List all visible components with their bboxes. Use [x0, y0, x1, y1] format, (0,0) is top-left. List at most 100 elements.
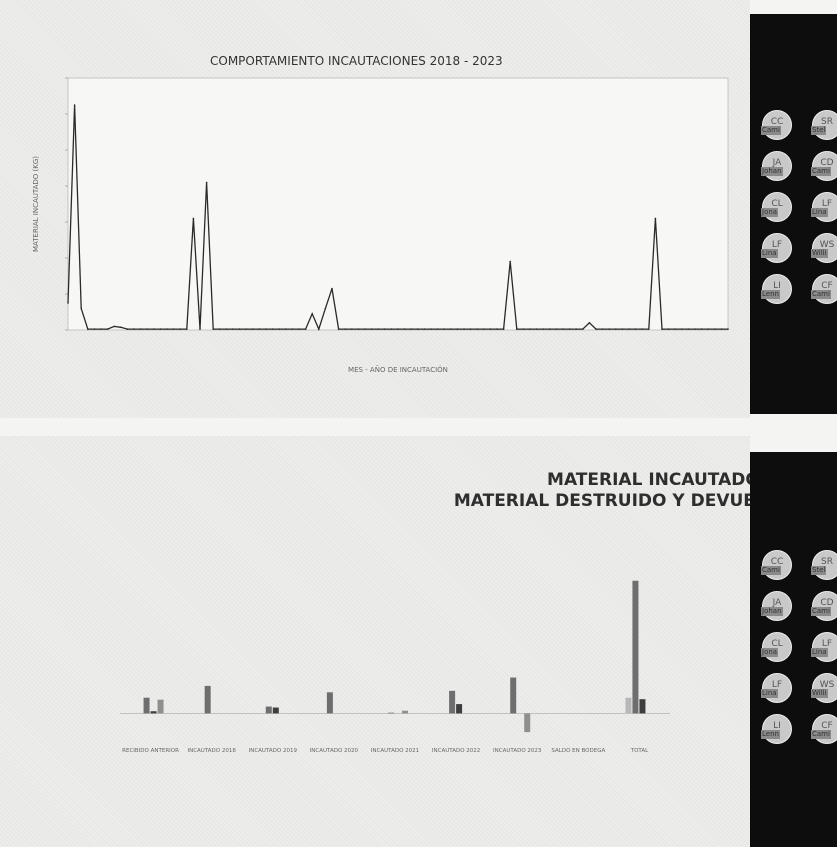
avatar-initials: CC: [770, 117, 784, 127]
avatar-initials: LF: [821, 639, 833, 649]
participant-avatar[interactable]: LF Lina: [811, 632, 837, 662]
bar-chart-title: MATERIAL INCAUTADO Vs MATERIAL DESTRUIDO…: [453, 470, 789, 511]
line-point: [219, 328, 221, 330]
line-point: [601, 328, 604, 330]
bar: [402, 710, 408, 714]
avatar-name: Stel: [811, 566, 827, 575]
avatar-name: Jona: [761, 208, 779, 217]
bar: [449, 690, 456, 714]
line-point: [575, 328, 577, 330]
avatar-name: Johan: [761, 167, 783, 176]
line-point: [562, 328, 564, 330]
participant-avatar[interactable]: CF Cami: [811, 274, 837, 304]
participant-avatar[interactable]: LI Lenn: [761, 274, 792, 304]
line-point: [450, 328, 452, 330]
bar: [143, 697, 150, 714]
line-point: [337, 328, 340, 330]
participant-avatar[interactable]: LF Lina: [761, 233, 792, 263]
participant-avatar[interactable]: CL Jona: [761, 632, 792, 662]
participant-avatar[interactable]: LF Lina: [811, 192, 837, 222]
line-point: [483, 328, 485, 330]
line-point: [430, 328, 432, 330]
avatar-initials: WS: [819, 240, 835, 250]
avatar-name: Johan: [761, 607, 783, 616]
category-label: TOTAL: [630, 748, 649, 754]
line-point: [410, 328, 413, 330]
line-point: [390, 328, 393, 330]
line-point: [641, 328, 643, 330]
avatar-initials: LI: [773, 281, 781, 291]
category-label: INCAUTADO 2022: [432, 748, 480, 754]
avatar-initials: CF: [821, 281, 833, 291]
category-label: INCAUTADO 2018: [187, 748, 236, 754]
line-point: [87, 328, 89, 330]
bar: [150, 711, 157, 714]
bar: [157, 699, 164, 714]
line-point: [192, 217, 195, 220]
line-point: [205, 181, 208, 184]
participant-avatar[interactable]: WS Willi: [811, 673, 837, 703]
avatar-initials: WS: [819, 680, 835, 690]
avatar-initials: LF: [771, 680, 783, 690]
participant-avatar[interactable]: CF Cami: [811, 714, 837, 744]
line-point: [469, 328, 472, 330]
line-point: [621, 328, 624, 330]
participant-avatar[interactable]: CL Jona: [761, 192, 792, 222]
avatar-name: Cami: [761, 566, 781, 575]
bar: [272, 707, 279, 714]
line-point: [232, 328, 234, 330]
bar: [204, 685, 211, 714]
line-point: [331, 287, 333, 290]
line-point: [113, 325, 115, 328]
participant-avatar[interactable]: LI Lenn: [761, 714, 792, 744]
participant-avatar[interactable]: WS Willi: [811, 233, 837, 263]
line-point: [443, 328, 446, 330]
line-point: [166, 328, 168, 330]
participant-avatar[interactable]: CD Cami: [811, 591, 837, 621]
line-point: [634, 328, 637, 330]
line-point: [199, 328, 201, 330]
avatar-initials: LF: [821, 199, 833, 209]
bar: [326, 692, 333, 714]
line-point: [179, 328, 181, 330]
line-point: [615, 328, 617, 330]
line-point: [146, 328, 148, 330]
avatar-name: Willi: [811, 249, 828, 258]
bar: [524, 713, 531, 733]
participant-avatar[interactable]: SR Stel: [811, 110, 837, 140]
avatar-name: Lina: [761, 249, 778, 258]
line-point: [126, 328, 129, 330]
avatar-initials: CD: [820, 158, 834, 168]
line-point: [674, 328, 676, 330]
line-point: [120, 326, 122, 329]
participant-avatar[interactable]: JA Johan: [761, 151, 792, 181]
line-point: [318, 328, 320, 330]
participant-avatar[interactable]: JA Johan: [761, 591, 792, 621]
participant-avatar[interactable]: CC Cami: [761, 550, 792, 580]
line-point: [106, 328, 109, 330]
line-point: [476, 328, 479, 330]
line-point: [377, 328, 380, 330]
avatar-name: Cami: [811, 730, 831, 739]
line-point: [252, 328, 254, 330]
participant-avatar[interactable]: CD Cami: [811, 151, 837, 181]
line-point: [555, 328, 558, 330]
bar: [388, 712, 394, 714]
line-point: [423, 328, 426, 330]
line-point: [654, 217, 657, 220]
line-point: [403, 328, 406, 330]
bar: [625, 697, 632, 714]
line-point: [648, 328, 650, 330]
line-point: [700, 328, 703, 330]
participant-avatar[interactable]: CC Cami: [761, 110, 792, 140]
slide-incautaciones: MES - AÑO DE INCAUTACIÓN MATERIAL INCAUTA…: [0, 0, 750, 418]
participant-avatar[interactable]: SR Stel: [811, 550, 837, 580]
avatar-initials: SR: [821, 117, 833, 127]
line-point: [238, 328, 241, 330]
line-point: [628, 328, 630, 330]
avatar-name: Stel: [811, 126, 827, 135]
category-label: SALDO EN BODEGA: [551, 748, 605, 754]
participant-avatar[interactable]: LF Lina: [761, 673, 792, 703]
category-label: INCAUTADO 2019: [249, 748, 298, 754]
line-point: [568, 328, 571, 330]
